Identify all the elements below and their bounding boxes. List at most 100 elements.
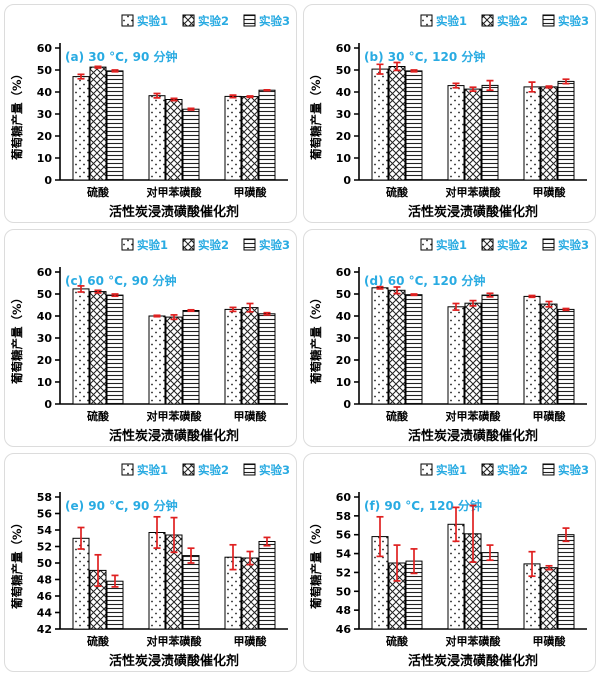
bar [258,541,275,630]
error-bar [263,312,270,317]
error-bar [187,547,194,565]
legend-swatch-dots [420,238,432,251]
axis-title-x: 活性炭浸渍磺酸催化剂 [108,428,238,444]
legend-label: 实验3 [558,238,589,252]
category-label: 硫酸 [386,634,409,648]
legend-label: 实验2 [497,14,528,28]
error-bar [393,544,400,582]
error-bar [94,289,101,295]
error-bar [469,504,476,564]
legend-swatch-dots [420,463,432,476]
bar [371,287,388,405]
bar [89,291,106,405]
legend-label: 实验2 [497,238,528,252]
error-bar [263,88,270,92]
bar [464,88,481,181]
legend-swatch-crosshatch [182,463,194,476]
axis-title-y: 葡萄糖产量（%） [10,68,24,161]
bar [388,290,405,405]
y-tick-label: 0 [44,174,52,187]
legend-swatch-crosshatch [481,238,493,251]
error-bar [452,506,459,543]
error-bar [486,79,493,91]
bar [371,68,388,181]
error-bar [246,303,253,314]
legend-label: 实验1 [436,14,467,28]
y-tick-label: 40 [36,310,52,323]
error-bar [77,526,84,551]
y-tick-label: 50 [36,288,52,301]
category-label: 硫酸 [386,409,409,423]
panel-title: (d) 60 °C, 120 分钟 [364,273,485,288]
category-label: 硫酸 [87,634,110,648]
category-label: 甲磺酸 [233,185,267,199]
y-tick-label: 48 [36,574,51,587]
bar [165,317,182,405]
legend-label: 实验2 [198,238,229,252]
legend-label: 实验1 [137,463,168,477]
error-bar [452,303,459,312]
y-tick-label: 30 [36,332,52,345]
error-bar [153,314,160,319]
error-bar [153,516,160,550]
axis-title-x: 活性炭浸渍磺酸催化剂 [108,204,238,220]
category-label: 对甲苯磺酸 [445,185,501,199]
chart-panel-c: 实验1 实验2 实验3 (c) 60 °C, 90 分钟 0 10 20 30 40 50 60 硫酸… [4,228,297,448]
error-bar [263,536,270,547]
y-tick-label: 58 [36,491,51,504]
y-tick-label: 50 [335,64,351,77]
bar [405,70,422,181]
chart-panel-f: 实验1 实验2 实验3 (f) 90 °C, 120 分钟 46 48 50 52 54 56 58… [303,453,596,672]
legend-label: 实验3 [558,463,589,477]
bar [165,98,182,181]
error-bar [229,544,236,571]
axis-title-y: 葡萄糖产量（%） [309,292,323,385]
bar [106,70,123,181]
y-tick-label: 10 [36,152,52,165]
chart-panel-e: 实验1 实验2 实验3 (e) 90 °C, 90 分钟 42 44 46 48 50 52 54 5… [4,453,297,672]
error-bar [187,309,194,313]
y-tick-label: 56 [335,529,351,542]
legend-label: 实验3 [259,463,290,477]
category-label: 甲磺酸 [532,409,566,423]
error-bar [246,94,253,98]
error-bar [376,286,383,291]
bar [388,65,405,181]
y-tick-label: 46 [335,623,351,636]
error-bar [528,295,535,299]
y-tick-label: 48 [335,604,350,617]
bar [106,580,123,630]
axis-title-x: 活性炭浸渍磺酸催化剂 [407,653,537,669]
axis-title-y: 葡萄糖产量（%） [10,517,24,610]
y-tick-label: 54 [36,524,52,537]
bar [481,295,498,405]
bar [523,86,540,181]
y-tick-label: 0 [44,398,52,411]
panel-title: (c) 60 °C, 90 分钟 [65,273,177,288]
error-bar [545,301,552,309]
legend-label: 实验2 [198,463,229,477]
y-tick-label: 42 [36,623,51,636]
y-tick-label: 50 [36,64,52,77]
error-bar [410,68,417,73]
error-bar [94,554,101,588]
axis-title-y: 葡萄糖产量（%） [10,292,24,385]
bar [241,557,258,630]
bar [72,537,89,630]
y-tick-label: 52 [335,567,350,580]
error-bar [393,286,400,295]
bar [241,307,258,405]
y-tick-label: 44 [36,607,52,620]
legend-label: 实验3 [259,238,290,252]
error-bar [393,61,400,72]
panel-title: (f) 90 °C, 120 分钟 [364,498,482,513]
legend-label: 实验1 [436,238,467,252]
panel-title: (e) 90 °C, 90 分钟 [65,498,178,513]
y-tick-label: 40 [335,86,351,99]
category-label: 甲磺酸 [532,185,566,199]
bar [72,288,89,405]
bar [182,108,199,181]
error-bar [376,516,383,558]
y-tick-label: 56 [36,508,52,521]
